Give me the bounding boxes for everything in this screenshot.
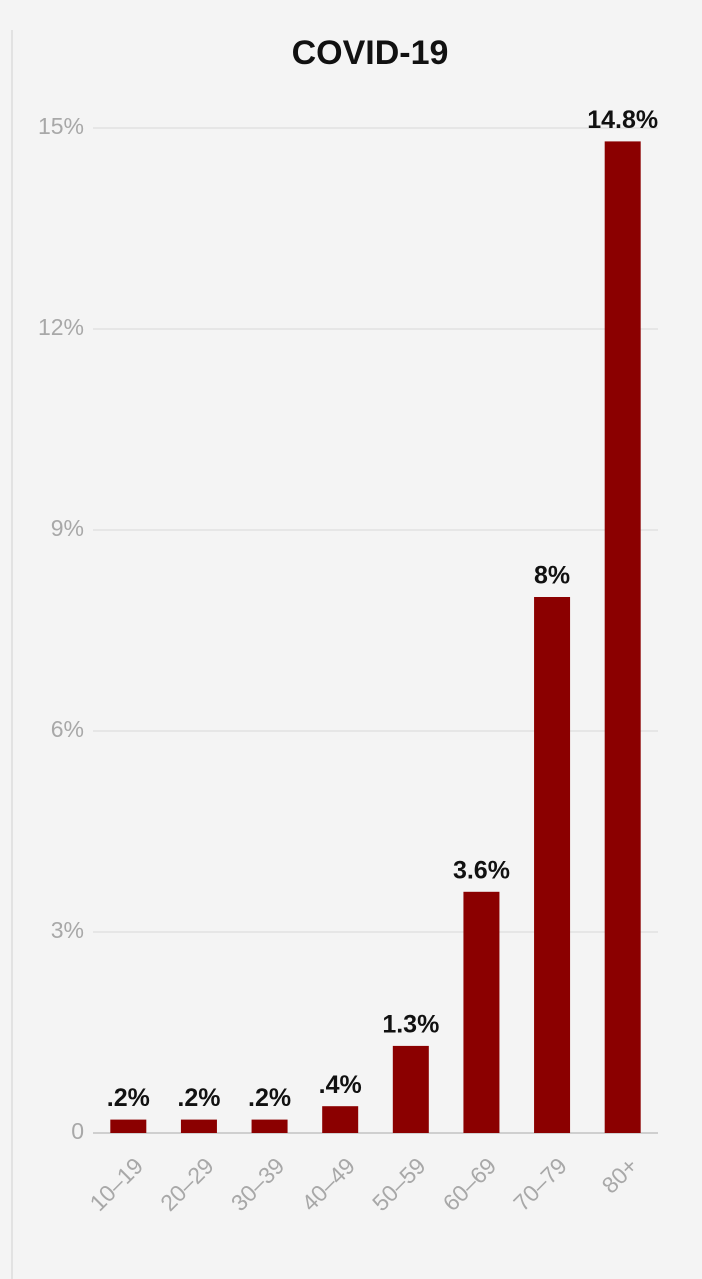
y-tick-label: 15%	[38, 113, 84, 139]
value-label: .2%	[107, 1084, 150, 1112]
y-tick-label: 6%	[51, 716, 84, 742]
y-tick-label: 9%	[51, 515, 84, 541]
value-label: .4%	[319, 1071, 362, 1099]
y-tick-label: 3%	[51, 917, 84, 943]
bar	[251, 1119, 288, 1133]
bar	[604, 141, 641, 1133]
value-label: .2%	[177, 1084, 220, 1112]
y-tick-label: 12%	[38, 314, 84, 340]
bar	[463, 891, 500, 1133]
bar	[534, 597, 571, 1133]
value-label: 1.3%	[382, 1011, 439, 1039]
value-label: 8%	[534, 562, 570, 590]
chart-title: COVID-19	[292, 34, 449, 72]
bar	[180, 1119, 217, 1133]
bar	[392, 1045, 429, 1133]
value-label: 3.6%	[453, 856, 510, 884]
value-label: .2%	[248, 1084, 291, 1112]
y-tick-label: 0	[71, 1118, 84, 1144]
bar	[322, 1106, 359, 1133]
value-label: 14.8%	[587, 106, 658, 134]
bar	[110, 1119, 147, 1133]
